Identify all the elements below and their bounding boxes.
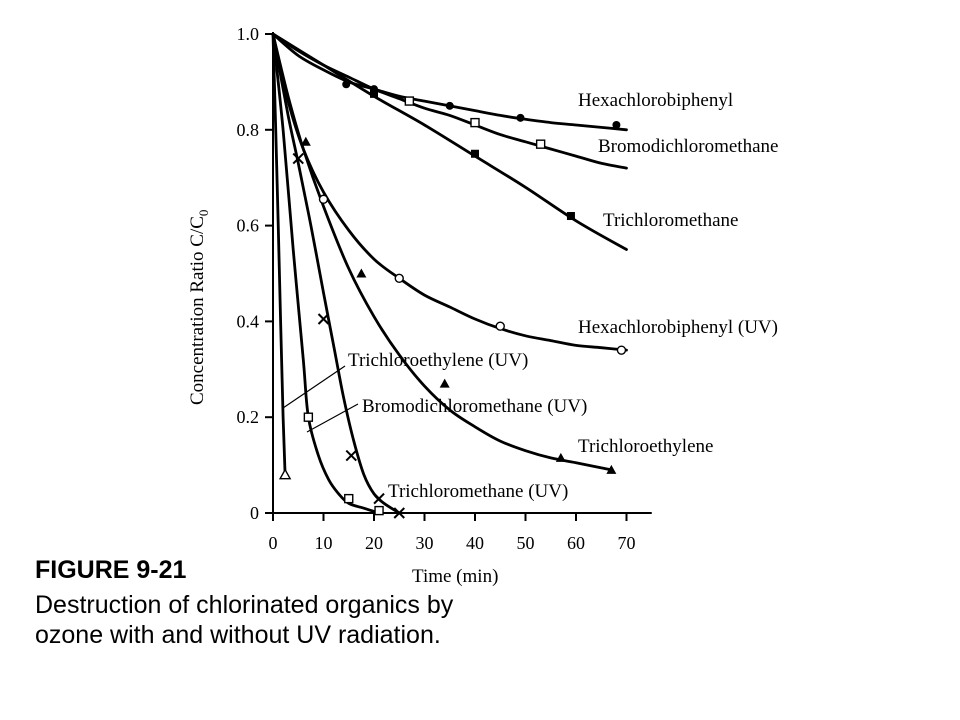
point-hexachlorobiphenyl-uv — [495, 321, 505, 331]
point-hexachlorobiphenyl — [445, 101, 454, 110]
curve-trichloroethylene-uv — [271, 32, 287, 477]
point-trichloromethane — [370, 89, 378, 98]
y-tick-label: 0.2 — [237, 407, 260, 427]
point-trichloromethane-uv — [292, 152, 304, 165]
x-tick-label: 0 — [269, 533, 278, 553]
markers — [278, 80, 627, 519]
y-tick-label: 0.4 — [237, 311, 260, 331]
point-trichloromethane — [471, 149, 479, 158]
label-trichloroethylene-uv: Trichloroethylene (UV) — [348, 350, 528, 371]
x-tick-label: 70 — [618, 533, 636, 553]
y-axis-title-main: Concentration Ratio C/C — [187, 216, 208, 405]
point-trichloroethylene — [606, 464, 617, 474]
point-trichloroethylene — [555, 452, 566, 462]
point-bromodichloromethane — [470, 117, 480, 128]
point-bromodichloromethane-uv — [344, 493, 354, 504]
figure-number: FIGURE 9-21 — [35, 556, 187, 584]
x-tick-label: 40 — [466, 533, 484, 553]
label-trichloromethane-uv: Trichloromethane (UV) — [388, 481, 568, 502]
curve-trichloroethylene — [271, 32, 613, 472]
x-tick-label: 50 — [517, 533, 535, 553]
point-trichloroethylene — [300, 136, 311, 146]
axes: 0 0.2 0.4 0.6 0.8 1.0 0 10 20 30 40 50 60 70 — [237, 24, 652, 553]
y-tick-label: 0.8 — [237, 120, 260, 140]
point-bromodichloromethane — [535, 139, 546, 149]
leader-trichloroethylene-uv — [282, 365, 346, 409]
point-trichloroethylene — [356, 268, 367, 278]
y-tick-label: 0 — [250, 503, 259, 523]
curve-bromodichloromethane — [271, 32, 628, 170]
y-tick-label: 1.0 — [237, 24, 260, 44]
point-hexachlorobiphenyl-uv — [616, 345, 627, 355]
curve-hexachlorobiphenyl-uv — [271, 32, 628, 352]
label-hexachlorobiphenyl: Hexachlorobiphenyl — [578, 90, 733, 111]
point-bromodichloromethane — [404, 96, 415, 106]
y-axis-title: Concentration Ratio C/C0 — [187, 210, 211, 405]
point-trichloroethylene-uv — [278, 468, 292, 480]
x-axis-title: Time (min) — [412, 566, 498, 587]
x-tick-label: 30 — [416, 533, 434, 553]
point-hexachlorobiphenyl — [516, 113, 525, 122]
point-trichloromethane-uv — [393, 507, 405, 519]
y-tick-label: 0.6 — [237, 216, 260, 236]
x-marker-stroke — [345, 449, 357, 462]
label-trichloromethane: Trichloromethane — [603, 210, 738, 231]
y-axis-title-subscript: 0 — [196, 210, 211, 217]
point-hexachlorobiphenyl — [612, 121, 621, 130]
x-marker-stroke — [373, 492, 385, 505]
label-bromodichloromethane-uv: Bromodichloromethane (UV) — [362, 396, 587, 417]
point-bromodichloromethane-uv — [374, 505, 384, 516]
x-tick-label: 10 — [315, 533, 333, 553]
axis-titles: Time (min) Concentration Ratio C/C0 — [187, 210, 498, 587]
label-bromodichloromethane: Bromodichloromethane — [598, 136, 778, 157]
x-tick-label: 20 — [365, 533, 383, 553]
x-marker-stroke — [393, 507, 405, 519]
point-trichloroethylene — [439, 378, 450, 388]
point-bromodichloromethane-uv — [303, 412, 314, 422]
point-hexachlorobiphenyl-uv — [318, 194, 329, 204]
label-hexachlorobiphenyl-uv: Hexachlorobiphenyl (UV) — [578, 317, 778, 338]
point-trichloromethane — [566, 212, 575, 221]
point-hexachlorobiphenyl — [342, 80, 351, 89]
point-trichloromethane-uv — [345, 449, 357, 462]
figure-caption: FIGURE 9-21 Destruction of chlorinated o… — [35, 552, 455, 650]
label-trichloroethylene: Trichloroethylene — [578, 436, 713, 457]
leader-bromodichloromethane-uv — [306, 403, 359, 433]
figure-description: Destruction of chlorinated organics by o… — [35, 591, 454, 649]
curve-bromodichloromethane-uv — [271, 32, 381, 515]
x-marker-stroke — [292, 152, 304, 165]
series-labels: Hexachlorobiphenyl Bromodichloromethane … — [282, 90, 778, 502]
x-tick-label: 60 — [567, 533, 585, 553]
point-trichloromethane-uv — [317, 313, 330, 325]
point-trichloromethane-uv — [373, 492, 385, 505]
x-marker-stroke — [317, 313, 330, 325]
point-hexachlorobiphenyl-uv — [394, 273, 404, 283]
